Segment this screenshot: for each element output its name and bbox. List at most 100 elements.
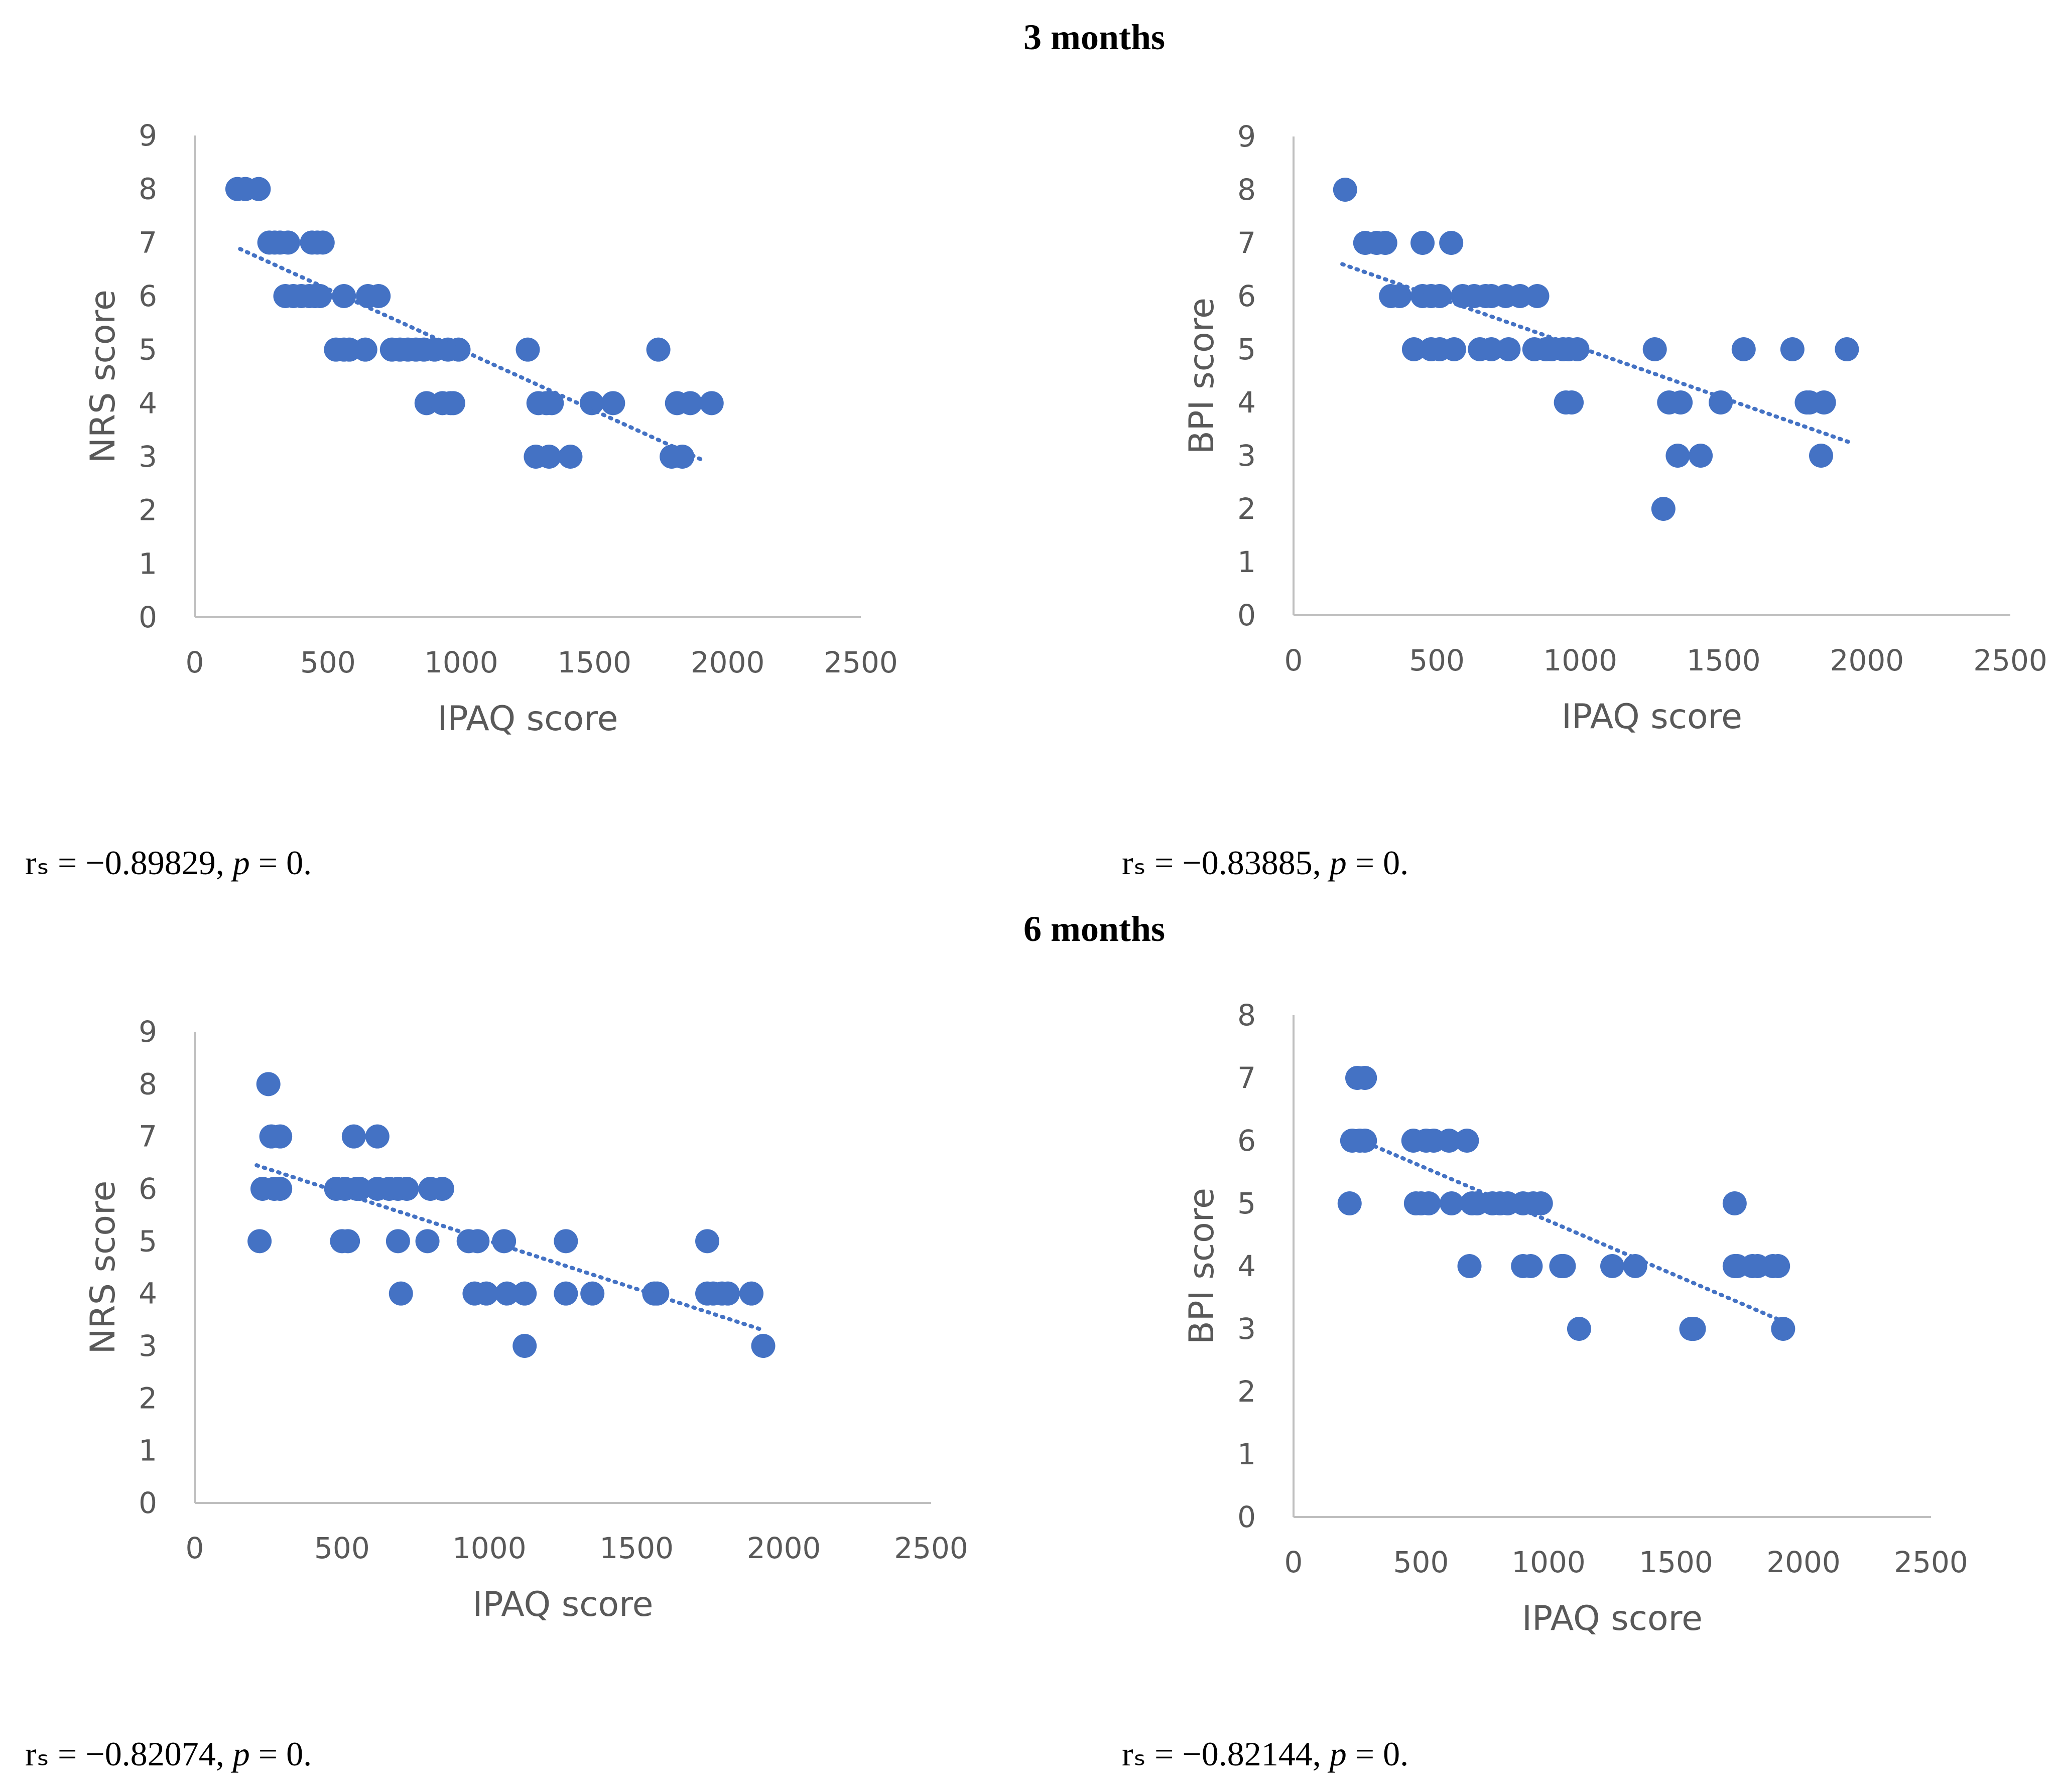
y-tick-label: 5 [139, 1224, 157, 1258]
data-point [1353, 1129, 1377, 1153]
data-point [1623, 1254, 1647, 1278]
data-point [695, 1229, 720, 1254]
data-point [1417, 1191, 1441, 1215]
y-tick-label: 7 [1237, 1061, 1256, 1095]
data-point [646, 337, 671, 362]
y-tick-label: 4 [1237, 1249, 1256, 1283]
x-tick-label: 2500 [1894, 1545, 1968, 1579]
data-point [474, 1281, 498, 1306]
data-point [1457, 1254, 1482, 1278]
x-tick-label: 1000 [1543, 643, 1617, 677]
y-axis-label: NRS score [83, 290, 123, 463]
y-tick-label: 3 [139, 1329, 157, 1363]
data-point [1353, 1066, 1377, 1090]
data-point [601, 391, 625, 416]
data-point [1651, 497, 1676, 521]
x-tick-label: 2000 [747, 1531, 821, 1565]
y-tick-label: 6 [1237, 279, 1256, 313]
stat-3m-bpi: rₛ = −0.83885, p = 0. [1122, 844, 1408, 882]
data-point [1337, 1191, 1362, 1215]
data-point [512, 1281, 537, 1306]
data-point [1780, 337, 1805, 361]
data-point [751, 1334, 776, 1358]
x-tick-label: 2500 [1973, 643, 2047, 677]
x-tick-label: 1000 [1511, 1545, 1586, 1579]
data-point [678, 391, 703, 416]
data-point [1333, 178, 1357, 202]
data-point [580, 1281, 605, 1306]
data-point [268, 1177, 293, 1201]
data-point [1437, 1129, 1461, 1153]
x-tick-label: 2000 [1830, 643, 1904, 677]
y-tick-label: 1 [139, 1434, 157, 1468]
trendline [238, 247, 703, 462]
stat-6m-nrs: rₛ = −0.82074, p = 0. [25, 1735, 312, 1773]
data-point [1668, 390, 1693, 415]
data-point [1508, 284, 1532, 308]
y-tick-label: 1 [139, 546, 157, 581]
x-tick-label: 0 [186, 645, 204, 679]
y-tick-label: 2 [1237, 492, 1256, 526]
data-point [1600, 1254, 1624, 1278]
data-point [395, 1177, 419, 1201]
chart-3m-nrs: 0 500 1000 1500 2000 2500 0 1 2 3 4 5 6 7 8 9 IPAQ score… [83, 118, 898, 739]
data-point [1442, 337, 1466, 361]
x-axis-label: IPAQ score [473, 1585, 654, 1624]
data-point [310, 230, 335, 255]
x-tick-label: 1000 [424, 645, 498, 679]
x-tick-label: 500 [300, 645, 356, 679]
data-point [389, 1281, 413, 1306]
data-point [1722, 1191, 1747, 1215]
data-point [670, 445, 695, 469]
x-tick-label: 500 [1409, 643, 1465, 677]
data-point [441, 391, 465, 416]
data-point [739, 1281, 764, 1306]
data-point [365, 1124, 390, 1149]
data-point [336, 1229, 360, 1254]
y-tick-label: 8 [139, 172, 157, 206]
data-point [540, 391, 564, 416]
data-point [1387, 284, 1412, 308]
y-tick-label: 4 [1237, 385, 1256, 420]
y-tick-label: 2 [139, 493, 157, 527]
data-point [1455, 1129, 1479, 1153]
data-point [1812, 390, 1836, 415]
x-tick-label: 2000 [1766, 1545, 1841, 1579]
data-point [247, 1229, 272, 1254]
data-point [246, 177, 271, 201]
y-tick-label: 5 [1237, 1186, 1256, 1220]
y-tick-label: 8 [139, 1067, 157, 1101]
y-tick-label: 1 [1237, 1437, 1256, 1471]
y-tick-label: 9 [139, 1015, 157, 1049]
data-point [1373, 231, 1397, 255]
data-point [430, 1177, 454, 1201]
y-tick-label: 5 [1237, 332, 1256, 366]
data-point [1665, 444, 1690, 468]
y-tick-label: 3 [1237, 1312, 1256, 1346]
x-axis-label: IPAQ score [438, 699, 618, 739]
y-tick-label: 3 [139, 440, 157, 474]
data-point [1709, 390, 1733, 415]
data-point [1479, 337, 1504, 361]
y-tick-label: 8 [1237, 998, 1256, 1032]
data-point [256, 1072, 281, 1096]
section-title-3-months: 3 months [1023, 17, 1165, 57]
y-tick-label: 7 [139, 225, 157, 259]
trendline [1340, 262, 1852, 445]
data-point [516, 337, 540, 362]
y-tick-label: 9 [1237, 119, 1256, 154]
trendline [1345, 1132, 1788, 1325]
data-point [1401, 337, 1426, 361]
data-point [1682, 1317, 1706, 1341]
data-point [579, 391, 604, 416]
x-axis-label: IPAQ score [1522, 1599, 1703, 1638]
trendline [254, 1163, 765, 1332]
y-axis-label: BPI score [1182, 1188, 1222, 1344]
data-point [276, 230, 300, 255]
data-point [558, 445, 583, 469]
x-tick-label: 2000 [691, 645, 765, 679]
y-tick-label: 2 [1237, 1374, 1256, 1409]
y-tick-label: 4 [139, 1277, 157, 1311]
x-tick-label: 2500 [894, 1531, 968, 1565]
